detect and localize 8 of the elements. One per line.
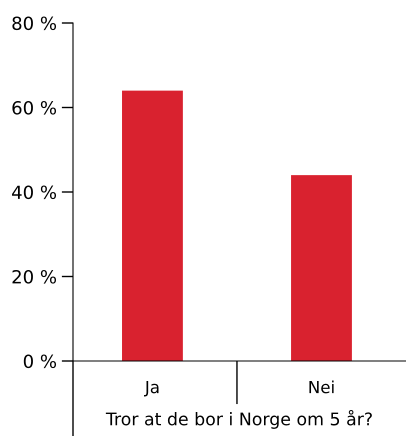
y-tick-label: 60 %	[12, 100, 56, 115]
y-tick-label: 40 %	[12, 185, 56, 200]
y-tick-label: 80 %	[12, 16, 56, 30]
y-tick-label: 20 %	[12, 270, 56, 284]
y-tick-label: 0 %	[24, 354, 56, 368]
x-tick-label: Ja	[144, 380, 158, 396]
x-axis-title: Tror at de bor i Norge om 5 år?	[106, 410, 372, 429]
x-tick-label: Nei	[309, 380, 334, 394]
